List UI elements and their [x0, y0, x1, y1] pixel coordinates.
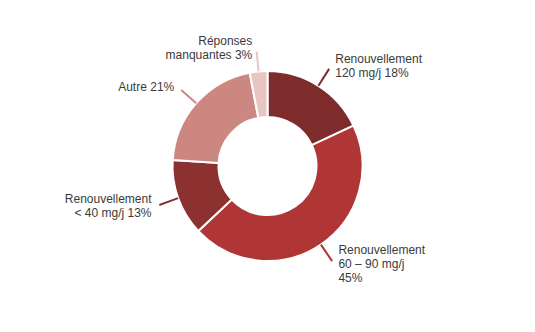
svg-text:Renouvellement< 40 mg/j 13%: Renouvellement< 40 mg/j 13% — [65, 192, 152, 220]
svg-text:Autre 21%: Autre 21% — [118, 80, 174, 94]
svg-text:Renouvellement120 mg/j 18%: Renouvellement120 mg/j 18% — [335, 52, 422, 80]
svg-text:Renouvellement60 – 90 mg/j45%: Renouvellement60 – 90 mg/j45% — [338, 243, 425, 285]
svg-text:Réponsesmanquantes 3%: Réponsesmanquantes 3% — [166, 34, 253, 62]
